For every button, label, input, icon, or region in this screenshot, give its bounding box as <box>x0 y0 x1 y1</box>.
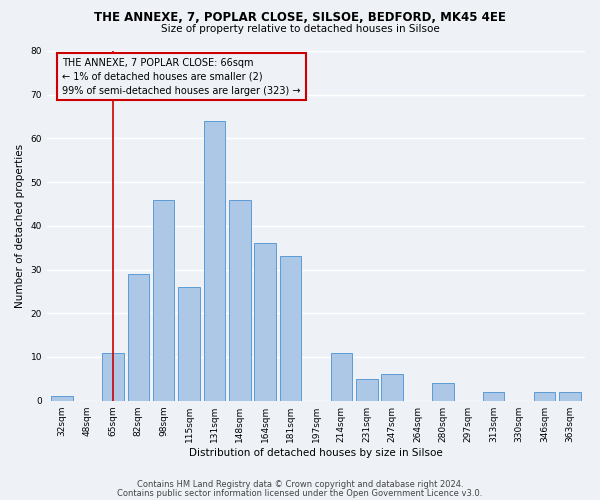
Text: Contains HM Land Registry data © Crown copyright and database right 2024.: Contains HM Land Registry data © Crown c… <box>137 480 463 489</box>
Text: THE ANNEXE, 7 POPLAR CLOSE: 66sqm
← 1% of detached houses are smaller (2)
99% of: THE ANNEXE, 7 POPLAR CLOSE: 66sqm ← 1% o… <box>62 58 301 96</box>
Text: Size of property relative to detached houses in Silsoe: Size of property relative to detached ho… <box>161 24 439 34</box>
Bar <box>382 374 403 400</box>
Bar <box>178 287 200 401</box>
Bar <box>483 392 505 400</box>
Text: THE ANNEXE, 7, POPLAR CLOSE, SILSOE, BEDFORD, MK45 4EE: THE ANNEXE, 7, POPLAR CLOSE, SILSOE, BED… <box>94 11 506 24</box>
Bar <box>356 379 377 400</box>
Bar <box>533 392 555 400</box>
X-axis label: Distribution of detached houses by size in Silsoe: Distribution of detached houses by size … <box>189 448 443 458</box>
Bar <box>559 392 581 400</box>
Bar <box>203 121 225 400</box>
Bar <box>229 200 251 400</box>
Bar <box>128 274 149 400</box>
Bar <box>432 383 454 400</box>
Bar <box>102 352 124 401</box>
Bar <box>331 352 352 401</box>
Bar <box>280 256 301 400</box>
Text: Contains public sector information licensed under the Open Government Licence v3: Contains public sector information licen… <box>118 488 482 498</box>
Y-axis label: Number of detached properties: Number of detached properties <box>15 144 25 308</box>
Bar <box>254 244 276 400</box>
Bar <box>153 200 175 400</box>
Bar <box>52 396 73 400</box>
